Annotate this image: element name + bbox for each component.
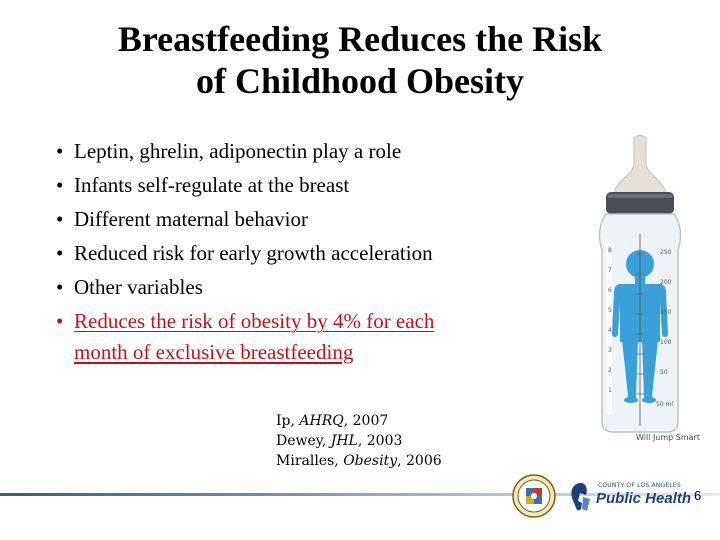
reference-item: Ip, AHRQ, 2007 [276, 411, 442, 431]
bullet-text: Reduced risk for early growth accelerati… [74, 241, 433, 265]
bottle-nipple [613, 135, 667, 195]
bullet-item: • Different maternal behavior [56, 202, 576, 236]
scale-left-5: 4 [608, 327, 612, 334]
scale-left-4: 5 [608, 307, 612, 314]
scale-left-1: 8 [608, 247, 612, 254]
image-credit: Will Jump Smart [636, 433, 700, 442]
references: Ip, AHRQ, 2007 Dewey, JHL, 2003 Miralles… [276, 411, 442, 471]
scale-right-6: 50 ml [656, 401, 673, 408]
baby-silhouette [612, 250, 668, 403]
highlight-text-line-1: Reduces the risk of obesity by 4% for ea… [74, 309, 435, 333]
scale-right-4: 100 [660, 339, 672, 346]
bullet-text: Different maternal behavior [74, 207, 309, 231]
reference-year: , 2006 [397, 453, 442, 469]
scale-left-8: 1 [608, 387, 612, 394]
reference-source: JHL [330, 433, 358, 449]
bullet-dot: • [56, 207, 64, 231]
bullet-dot: • [56, 241, 64, 265]
county-seal-icon [512, 474, 556, 518]
reference-author: Miralles, [276, 453, 344, 469]
reference-source: AHRQ [299, 413, 344, 429]
reference-source: Obesity [343, 453, 398, 469]
center-ticks [636, 253, 644, 395]
scale-right-1: 250 [660, 249, 672, 256]
slide-title-line-1: Breastfeeding Reduces the Risk [117, 19, 603, 59]
scale-left-3: 6 [608, 287, 612, 294]
bullet-text: Leptin, ghrelin, adiponectin play a role [74, 139, 402, 163]
scale-left-7: 2 [608, 367, 612, 374]
bullet-dot: • [56, 309, 64, 333]
scale-right-3: 150 [660, 309, 672, 316]
scale-right-5: 50 [660, 369, 668, 376]
bullet-dot: • [56, 139, 64, 163]
bullet-item: • Leptin, ghrelin, adiponectin play a rol… [56, 134, 576, 168]
bullet-text: Other variables [74, 275, 203, 299]
bullet-item: • Reduced risk for early growth accelerat… [56, 236, 576, 270]
bullet-list: • Leptin, ghrelin, adiponectin play a rol… [56, 134, 576, 366]
reference-year: , 2003 [357, 433, 403, 449]
public-health-icon [571, 483, 590, 511]
reference-item: Miralles, Obesity, 2006 [276, 451, 442, 471]
bullet-item: • Other variables [56, 270, 576, 304]
slide-title: Breastfeeding Reduces the Risk of Childh… [20, 18, 700, 102]
bullet-item: • Infants self-regulate at the breast [56, 168, 576, 202]
public-health-logo: COUNTY OF LOS ANGELES Public Health [568, 480, 691, 514]
reference-author: Ip, [276, 413, 300, 429]
highlight-text-line-2: month of exclusive breastfeeding [74, 340, 354, 364]
bottle-scale-right: 250 200 150 100 50 50 ml [656, 249, 673, 408]
scale-left-6: 3 [608, 347, 612, 354]
bottle-scale-left: 8 7 6 5 4 3 2 1 [608, 247, 612, 394]
bullet-text: Infants self-regulate at the breast [74, 173, 350, 197]
slide-title-line-2: of Childhood Obesity [195, 61, 525, 101]
footer-line [0, 493, 720, 496]
page-number: 6 [694, 488, 702, 503]
reference-item: Dewey, JHL, 2003 [276, 431, 442, 451]
scale-left-2: 7 [608, 267, 612, 274]
reference-author: Dewey, [276, 433, 331, 449]
bullet-item-highlight: • Reduces the risk of obesity by 4% for e… [56, 304, 576, 366]
public-health-title: Public Health [596, 490, 692, 507]
bullet-dot: • [56, 173, 64, 197]
baby-bottle-image: 250 200 150 100 50 50 ml 8 7 6 5 4 3 2 1 [598, 135, 682, 433]
reference-year: , 2007 [343, 413, 389, 429]
public-health-subtitle: COUNTY OF LOS ANGELES [598, 482, 681, 489]
scale-right-2: 200 [660, 279, 672, 286]
bullet-dot: • [56, 275, 64, 299]
